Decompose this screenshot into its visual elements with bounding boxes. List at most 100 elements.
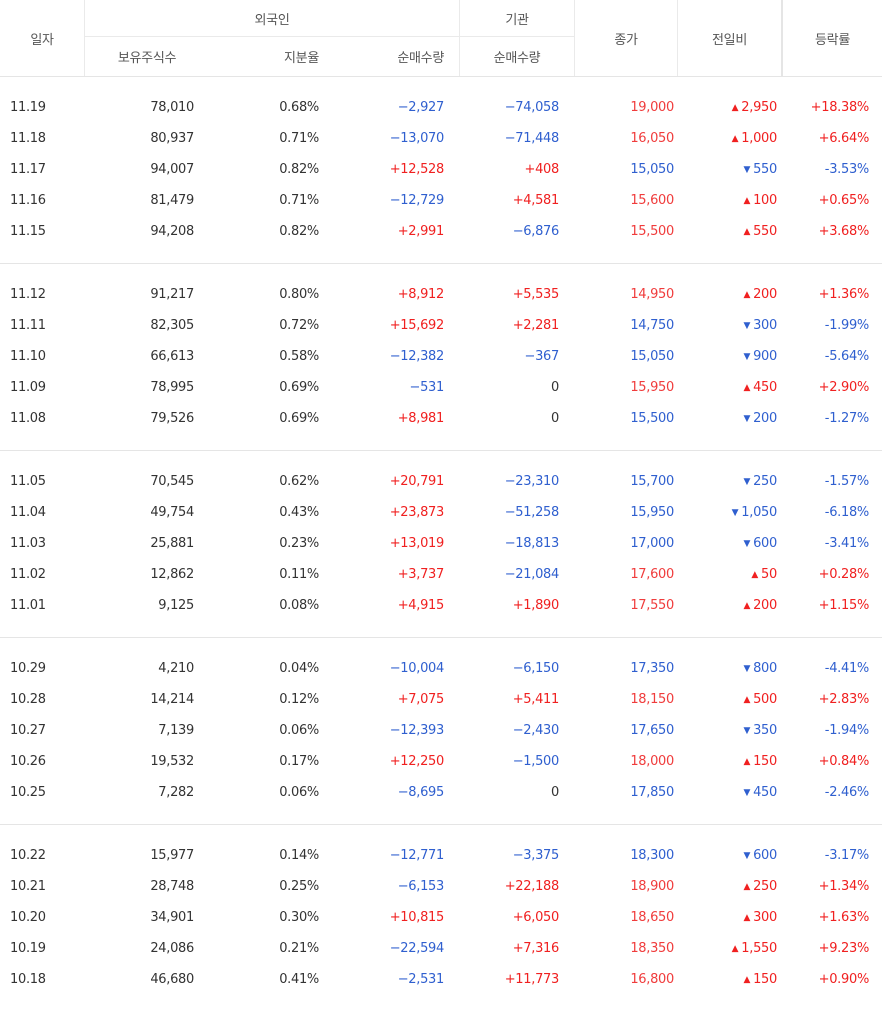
table-row: 10.21 28,748 0.25% −6,153 +22,188 18,900 ▲ 250 +… [0,871,882,902]
holdings-cell: 78,010 [150,100,194,115]
close-cell: 17,550 [630,598,674,613]
triangle-down-icon: ▼ [743,539,751,549]
holdings-cell: 94,007 [150,162,194,177]
date-cell: 10.18 [10,972,46,987]
rate-cell: +18.38% [810,100,870,115]
table-row: 10.19 24,086 0.21% −22,594 +7,316 18,350 ▲ 1,55… [0,933,882,964]
close-cell: 15,950 [630,505,674,520]
inst-net-cell: −6,876 [512,224,560,239]
foreign-net-cell: +2,991 [397,224,445,239]
rate-cell: -3.41% [824,536,870,551]
foreign-net-cell: −2,531 [397,972,445,987]
ratio-cell: 0.71% [279,131,319,146]
foreign-net-cell: −6,153 [397,879,445,894]
change-value: 800 [753,661,777,676]
date-cell: 10.27 [10,723,46,738]
triangle-up-icon: ▲ [743,227,751,237]
table-row: 11.02 12,862 0.11% +3,737 −21,084 17,600 ▲ 50 +0… [0,559,882,590]
table-row: 11.12 91,217 0.80% +8,912 +5,535 14,950 ▲ 200 +1… [0,279,882,310]
close-cell: 17,350 [630,661,674,676]
ratio-cell: 0.41% [279,972,319,987]
date-cell: 11.18 [10,131,46,146]
holdings-cell: 66,613 [150,349,194,364]
foreign-net-cell: +15,692 [389,318,445,333]
table-row: 11.09 78,995 0.69% −531 0 15,950 ▲ 450 +2.90% [0,372,882,403]
change-value: 500 [753,692,777,707]
change-value: 450 [753,380,777,395]
close-cell: 18,000 [630,754,674,769]
holdings-cell: 15,977 [150,848,194,863]
foreign-net-cell: +20,791 [389,474,445,489]
holdings-cell: 81,479 [150,193,194,208]
table-row: 11.16 81,479 0.71% −12,729 +4,581 15,600 ▲ 100 +… [0,185,882,216]
close-cell: 18,300 [630,848,674,863]
rate-cell: -2.46% [824,785,870,800]
holdings-cell: 12,862 [150,567,194,582]
holdings-cell: 79,526 [150,411,194,426]
change-value: 1,550 [741,941,777,956]
date-cell: 11.15 [10,224,46,239]
rate-cell: -5.64% [824,349,870,364]
inst-net-cell: −6,150 [512,661,560,676]
date-cell: 11.10 [10,349,46,364]
triangle-down-icon: ▼ [743,664,751,674]
inst-net-cell: −23,310 [504,474,560,489]
table-row: 10.25 7,282 0.06% −8,695 0 17,850 ▼ 450 -2.46% [0,777,882,808]
foreign-net-cell: −12,382 [389,349,445,364]
change-cell: ▼ 300 [743,310,777,342]
holdings-cell: 91,217 [150,287,194,302]
close-cell: 17,000 [630,536,674,551]
change-cell: ▲ 500 [743,684,777,716]
header-holdings: 보유주식수 [84,37,209,76]
holdings-cell: 28,748 [150,879,194,894]
rate-cell: +9.23% [818,941,870,956]
inst-net-cell: −18,813 [504,536,560,551]
rate-cell: +0.65% [818,193,870,208]
ratio-cell: 0.43% [279,505,319,520]
change-cell: ▼ 800 [743,653,777,685]
change-cell: ▼ 1,050 [731,497,778,529]
change-value: 900 [753,349,777,364]
rate-cell: -1.27% [824,411,870,426]
change-cell: ▼ 350 [743,715,777,747]
rate-cell: +1.15% [818,598,870,613]
inst-net-cell: 0 [551,380,559,395]
header-close: 종가 [574,0,677,76]
ratio-cell: 0.17% [279,754,319,769]
change-cell: ▲ 100 [743,185,777,217]
close-cell: 15,500 [630,411,674,426]
date-cell: 11.04 [10,505,46,520]
change-value: 600 [753,848,777,863]
close-cell: 15,700 [630,474,674,489]
rate-cell: +2.83% [818,692,870,707]
ratio-cell: 0.69% [279,380,319,395]
ratio-cell: 0.25% [279,879,319,894]
foreign-net-cell: −10,004 [389,661,445,676]
change-cell: ▼ 600 [743,528,777,560]
ratio-cell: 0.68% [279,100,319,115]
close-cell: 18,150 [630,692,674,707]
table-row: 10.26 19,532 0.17% +12,250 −1,500 18,000 ▲ 150 +… [0,746,882,777]
triangle-down-icon: ▼ [731,508,739,518]
foreign-net-cell: +23,873 [389,505,445,520]
inst-net-cell: +5,535 [512,287,560,302]
foreign-net-cell: +10,815 [389,910,445,925]
holdings-cell: 46,680 [150,972,194,987]
triangle-up-icon: ▲ [743,757,751,767]
change-value: 550 [753,162,777,177]
change-value: 200 [753,411,777,426]
date-cell: 10.19 [10,941,46,956]
rate-cell: -6.18% [824,505,870,520]
holdings-cell: 78,995 [150,380,194,395]
table-header: 일자 외국인 보유주식수 지분율 순매수량 기관 순매수량 종가 전일비 등락률 [0,0,882,77]
table-row: 11.05 70,545 0.62% +20,791 −23,310 15,700 ▼ 250… [0,466,882,497]
header-foreign-net: 순매수량 [397,51,444,66]
close-cell: 17,850 [630,785,674,800]
change-cell: ▲ 200 [743,590,777,622]
date-cell: 10.20 [10,910,46,925]
foreign-net-cell: −531 [409,380,444,395]
change-value: 300 [753,318,777,333]
close-cell: 16,050 [630,131,674,146]
change-cell: ▼ 200 [743,403,777,435]
change-cell: ▲ 1,000 [732,123,778,155]
